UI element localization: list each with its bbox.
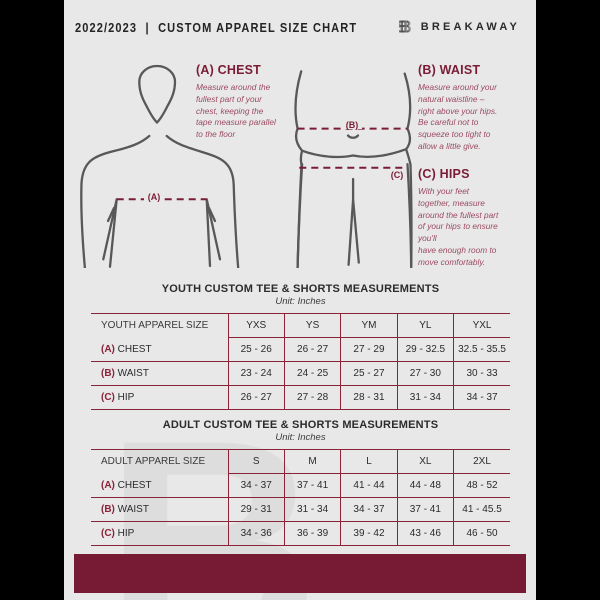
svg-text:(A): (A) [148, 192, 161, 202]
svg-text:B: B [399, 16, 408, 36]
svg-text:(C): (C) [391, 170, 404, 180]
svg-text:(B): (B) [346, 120, 359, 130]
